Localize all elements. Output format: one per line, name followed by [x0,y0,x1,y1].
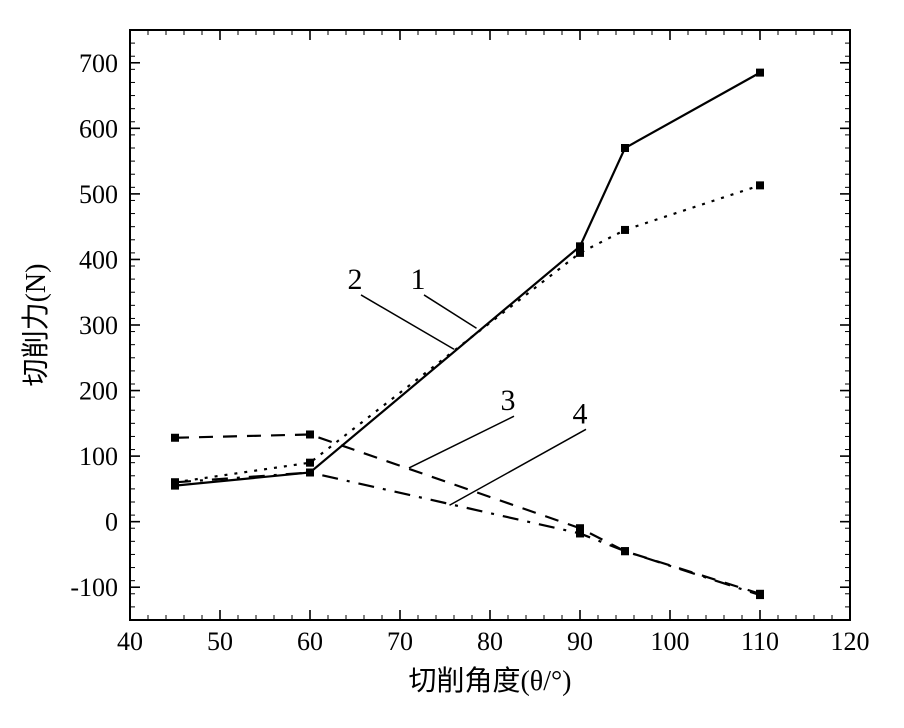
x-tick-label: 60 [297,627,323,656]
series-4-marker [621,547,629,555]
y-tick-label: 600 [79,114,118,143]
series-3-marker [306,430,314,438]
x-tick-label: 70 [387,627,413,656]
series-2-marker [756,181,764,189]
y-tick-label: -100 [70,573,118,602]
y-tick-label: 400 [79,245,118,274]
x-tick-label: 120 [831,627,870,656]
series-2-label: 2 [348,263,363,296]
y-tick-label: 500 [79,180,118,209]
y-tick-label: 0 [105,508,118,537]
series-4-marker [576,529,584,537]
y-tick-label: 200 [79,377,118,406]
x-tick-label: 80 [477,627,503,656]
x-tick-label: 110 [741,627,779,656]
series-3-marker [171,434,179,442]
x-tick-label: 90 [567,627,593,656]
y-tick-label: 100 [79,442,118,471]
series-4-marker [171,478,179,486]
x-tick-label: 100 [651,627,690,656]
x-tick-label: 40 [117,627,143,656]
x-tick-label: 50 [207,627,233,656]
series-2-marker [306,459,314,467]
series-3-label: 3 [501,384,516,417]
series-4-marker [756,591,764,599]
x-axis-label: 切削角度(θ/°) [408,665,571,697]
y-axis-label: 切削力(N) [20,264,52,387]
series-2-marker [576,249,584,257]
chart-svg: 40 50 60 70 80 90 100 110 120 -100 0 100 200 300 400 50… [0,0,904,728]
y-tick-label: 300 [79,311,118,340]
series-4-marker [306,469,314,477]
chart-container: 40 50 60 70 80 90 100 110 120 -100 0 100 200 300 400 50… [0,0,904,728]
y-tick-label: 700 [79,49,118,78]
series-1-marker [621,144,629,152]
series-1-marker [756,69,764,77]
series-1-label: 1 [411,263,426,296]
series-4-label: 4 [573,397,588,430]
series-2-marker [621,226,629,234]
